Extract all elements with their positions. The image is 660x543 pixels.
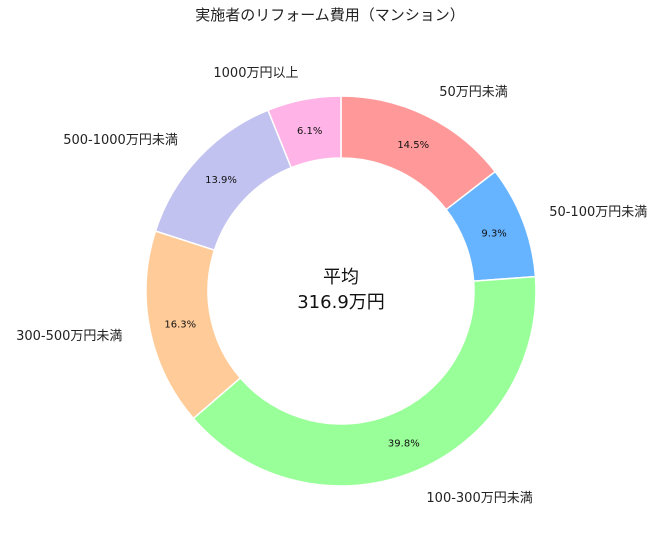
percent-label-2: 9.3% [481, 228, 506, 239]
category-label-5: 500-1000万円未満 [63, 133, 178, 148]
center-label-line1: 平均 [323, 267, 359, 288]
category-labels: 50万円未満 50-100万円未満 100-300万円未満 300-500万円未満 50… [16, 66, 647, 506]
percent-label-4: 16.3% [164, 320, 196, 331]
category-label-1: 50万円未満 [439, 85, 508, 100]
percent-label-3: 39.8% [388, 438, 420, 449]
category-label-2: 50-100万円未満 [549, 205, 647, 220]
percent-labels: 14.5% 9.3% 39.8% 16.3% 13.9% 6.1% [164, 126, 506, 449]
category-label-3: 100-300万円未満 [426, 491, 532, 506]
chart-title: 実施者のリフォーム費用（マンション） [195, 6, 465, 24]
percent-label-5: 13.9% [205, 175, 237, 186]
category-label-6: 1000万円以上 [213, 66, 298, 81]
center-label-line2: 316.9万円 [297, 292, 385, 313]
category-label-4: 300-500万円未満 [16, 329, 122, 344]
percent-label-1: 14.5% [397, 140, 429, 151]
percent-label-6: 6.1% [297, 126, 322, 137]
donut-slices [145, 95, 537, 487]
donut-slice-6 [267, 95, 342, 169]
donut-slice-3 [192, 275, 537, 487]
